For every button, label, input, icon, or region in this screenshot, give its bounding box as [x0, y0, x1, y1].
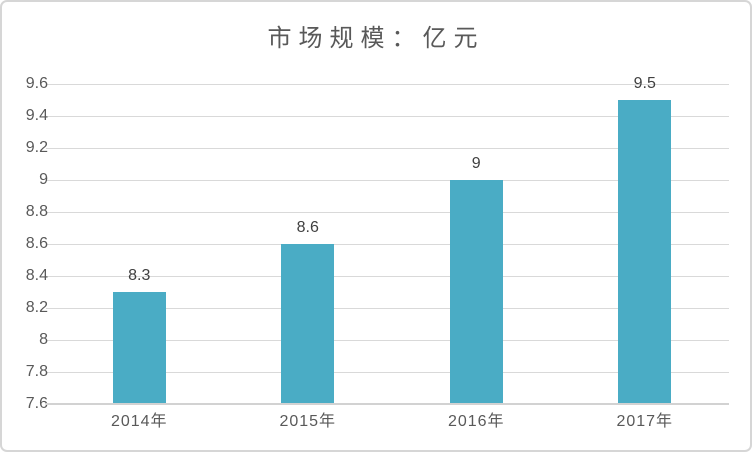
bar [449, 180, 503, 404]
x-axis-tick-label: 2015年 [279, 413, 337, 430]
y-axis-tick-label: 8.6 [25, 235, 48, 252]
y-axis-tick-label: 9.2 [25, 139, 48, 156]
gridline [46, 179, 729, 181]
y-axis-tick-label: 7.8 [25, 363, 48, 380]
y-axis-tick-label: 8.4 [25, 267, 48, 284]
y-axis-tick-label: 7.6 [25, 395, 48, 412]
gridline [46, 83, 729, 85]
gridline [46, 307, 729, 309]
bar-value-label: 8.6 [296, 219, 319, 236]
x-axis-line [46, 403, 729, 405]
chart-title: 市场规模：亿元 [267, 25, 485, 52]
gridline [46, 339, 729, 341]
y-axis-tick-label: 8.2 [25, 299, 48, 316]
bar [281, 244, 335, 404]
gridline [46, 147, 729, 149]
bar [112, 292, 166, 404]
bar-value-label: 9 [471, 155, 481, 172]
y-axis-tick-label: 9 [39, 171, 48, 188]
gridline [46, 115, 729, 117]
x-axis-tick-label: 2017年 [616, 413, 674, 430]
y-axis-tick-label: 8 [39, 331, 48, 348]
gridline [46, 371, 729, 373]
gridline [46, 275, 729, 277]
bar-value-label: 8.3 [128, 267, 151, 284]
y-axis-tick-label: 9.4 [25, 107, 48, 124]
bar [618, 100, 672, 404]
x-axis-tick-label: 2014年 [110, 413, 168, 430]
bar-value-label: 9.5 [633, 75, 656, 92]
y-axis-tick-label: 8.8 [25, 203, 48, 220]
gridline [46, 243, 729, 245]
y-axis-tick-label: 9.6 [25, 75, 48, 92]
x-axis-tick-label: 2016年 [447, 413, 505, 430]
gridline [46, 211, 729, 213]
